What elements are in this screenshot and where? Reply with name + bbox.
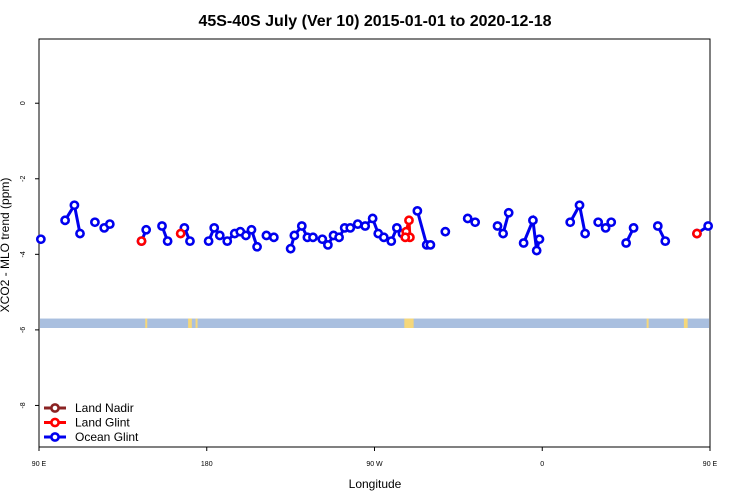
- data-point: [222, 236, 233, 247]
- y-tick-label: -4: [20, 251, 27, 257]
- data-point: [334, 232, 344, 243]
- data-point: [104, 219, 115, 230]
- data-point: [391, 222, 402, 233]
- data-point: [317, 234, 328, 245]
- data-point: [90, 217, 100, 228]
- x-tick-label: 90 W: [366, 461, 383, 468]
- data-point: [400, 232, 411, 243]
- data-point: [75, 228, 85, 239]
- y-axis-title: XCO2 - MLO trend (ppm): [0, 178, 12, 313]
- legend-item: Ocean Glint: [44, 430, 139, 444]
- data-point: [268, 232, 279, 243]
- data-point: [69, 200, 80, 211]
- data-point: [503, 207, 514, 218]
- series-ocean-glint: [35, 200, 714, 256]
- axes: 90 E 180 90 W 0 90 E 0 -2 -4 -6 -8: [20, 101, 718, 468]
- data-point: [214, 230, 225, 241]
- data-point: [498, 228, 509, 239]
- data-point: [386, 236, 397, 247]
- data-point: [621, 238, 632, 248]
- data-point: [652, 221, 663, 231]
- data-point: [352, 219, 363, 230]
- y-tick-label: -2: [20, 176, 27, 182]
- data-point: [136, 236, 147, 247]
- data-point: [412, 205, 423, 216]
- data-point: [574, 200, 585, 211]
- series-line: [415, 210, 431, 247]
- x-axis-title: Longitude: [349, 477, 402, 491]
- data-point: [404, 215, 414, 226]
- land-patch: [683, 318, 688, 328]
- data-point: [141, 224, 152, 235]
- data-point: [492, 221, 503, 231]
- legend-marker: [50, 403, 60, 413]
- land-patch: [188, 318, 192, 328]
- legend-label: Land Glint: [75, 416, 130, 430]
- data-point: [534, 234, 545, 245]
- data-point: [252, 241, 262, 252]
- data-point: [565, 217, 576, 228]
- data-point: [378, 232, 389, 243]
- data-point: [600, 222, 611, 233]
- y-tick-label: -8: [20, 402, 27, 408]
- data-point: [60, 215, 70, 226]
- series-land-glint: [136, 215, 702, 247]
- data-point: [367, 213, 378, 224]
- data-point: [185, 236, 195, 247]
- legend-label: Ocean Glint: [75, 430, 139, 444]
- data-point: [580, 228, 591, 239]
- data-point: [462, 213, 473, 224]
- data-point: [296, 221, 307, 231]
- x-tick-label: 180: [201, 461, 213, 468]
- land-patch: [404, 318, 414, 328]
- data-point: [425, 239, 436, 250]
- data-point: [157, 221, 167, 231]
- data-point: [285, 243, 296, 254]
- legend-item: Land Nadir: [44, 401, 134, 415]
- data-point: [240, 230, 251, 241]
- data-point: [345, 222, 356, 233]
- data-point: [323, 239, 333, 250]
- data-point: [692, 228, 702, 239]
- x-tick-label: 90 E: [32, 461, 47, 468]
- data-point: [35, 234, 46, 245]
- data-point: [531, 245, 542, 256]
- land-patch: [145, 318, 148, 328]
- data-point: [628, 222, 639, 233]
- legend-marker: [50, 432, 60, 442]
- ocean-strip: [40, 318, 709, 328]
- data-point: [360, 221, 371, 231]
- data-point: [203, 236, 214, 247]
- data-point: [175, 228, 186, 239]
- land-patch: [646, 318, 649, 328]
- series-layer: [35, 200, 714, 256]
- data-point: [470, 217, 481, 228]
- data-point: [261, 230, 272, 241]
- land-ocean-strip: [40, 318, 709, 328]
- data-point: [703, 221, 714, 231]
- x-tick-label: 0: [540, 461, 544, 468]
- data-point: [289, 230, 300, 241]
- data-point: [440, 226, 451, 237]
- x-tick-label: 90 E: [703, 461, 718, 468]
- legend-label: Land Nadir: [75, 401, 134, 415]
- y-tick-label: 0: [20, 101, 27, 105]
- legend-item: Land Glint: [44, 416, 130, 430]
- chart-title: 45S-40S July (Ver 10) 2015-01-01 to 2020…: [198, 13, 551, 30]
- legend-marker: [50, 417, 60, 428]
- data-point: [606, 217, 617, 228]
- data-point: [518, 238, 529, 248]
- y-tick-label: -6: [20, 327, 27, 333]
- data-point: [209, 222, 220, 233]
- land-patch: [195, 318, 198, 328]
- data-point: [528, 215, 538, 226]
- data-point: [593, 217, 604, 228]
- data-point: [162, 236, 173, 247]
- data-point: [246, 224, 257, 235]
- data-point: [308, 232, 318, 243]
- series-line: [522, 214, 541, 251]
- data-point: [660, 236, 671, 247]
